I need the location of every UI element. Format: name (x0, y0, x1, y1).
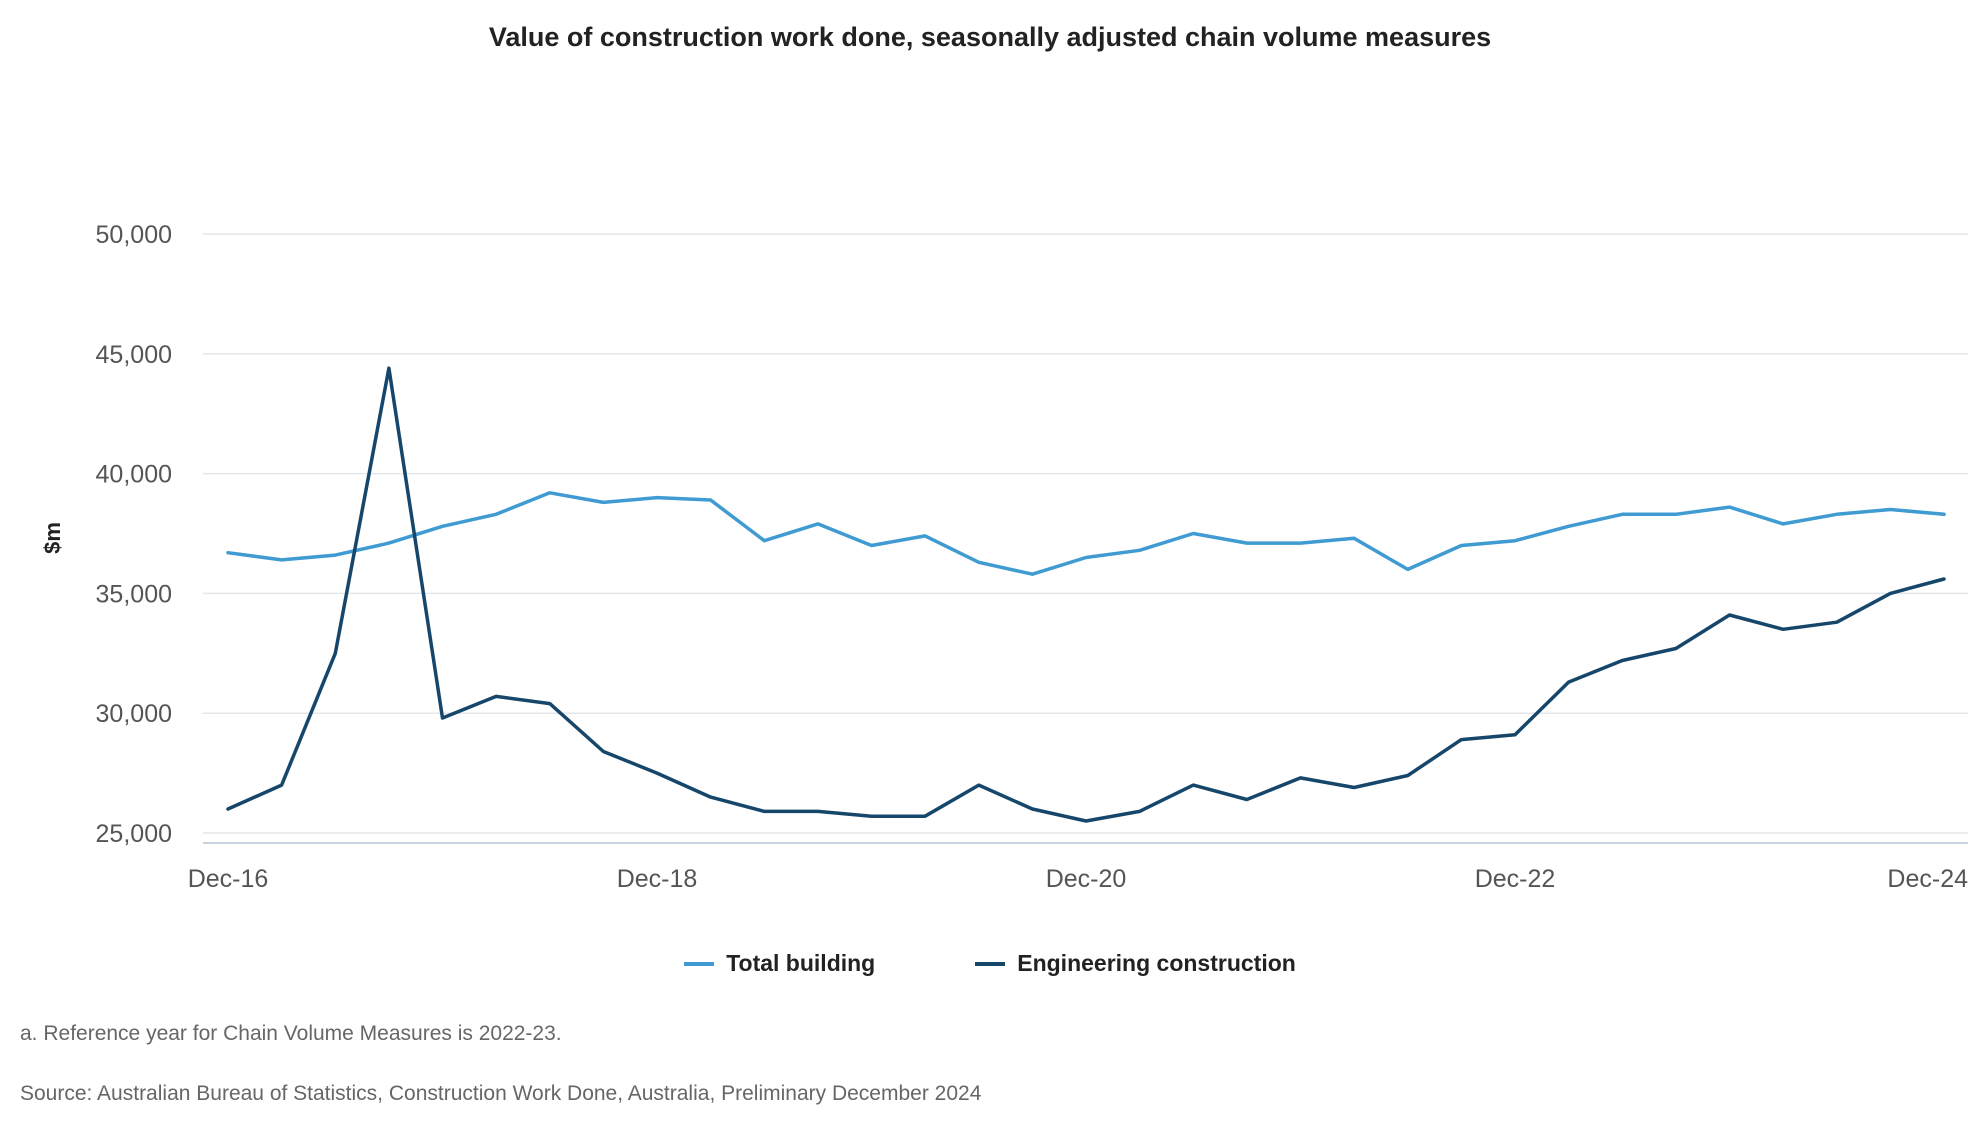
source-note: Source: Australian Bureau of Statistics,… (20, 1082, 982, 1105)
series-line-engineering-construction (226, 366, 1946, 823)
series-line-total-building (226, 491, 1946, 576)
legend-swatch-total-building (684, 961, 715, 966)
y-tick-label: 40,000 (96, 461, 172, 489)
footnote: a. Reference year for Chain Volume Measu… (20, 1022, 562, 1045)
legend-label-engineering-construction: Engineering construction (1017, 950, 1296, 976)
x-tick-label: Dec-24 (1887, 865, 1968, 893)
legend-swatch-engineering-construction (975, 961, 1006, 966)
x-tick-label: Dec-22 (1475, 865, 1556, 893)
legend-item-engineering-construction[interactable]: Engineering construction (975, 950, 1296, 977)
y-tick-label: 45,000 (96, 341, 172, 369)
chart-legend: Total building Engineering construction (0, 950, 1980, 977)
x-tick-label: Dec-20 (1046, 865, 1127, 893)
legend-item-total-building[interactable]: Total building (684, 950, 875, 977)
legend-label-total-building: Total building (726, 950, 876, 976)
y-tick-label: 50,000 (96, 221, 172, 249)
y-tick-label: 30,000 (96, 700, 172, 728)
y-axis-label: $m (40, 522, 65, 554)
y-tick-label: 35,000 (96, 580, 172, 608)
x-tick-label: Dec-18 (617, 865, 698, 893)
y-tick-label: 25,000 (96, 820, 172, 848)
chart-title: Value of construction work done, seasona… (488, 22, 1492, 52)
x-tick-label: Dec-16 (188, 865, 269, 893)
